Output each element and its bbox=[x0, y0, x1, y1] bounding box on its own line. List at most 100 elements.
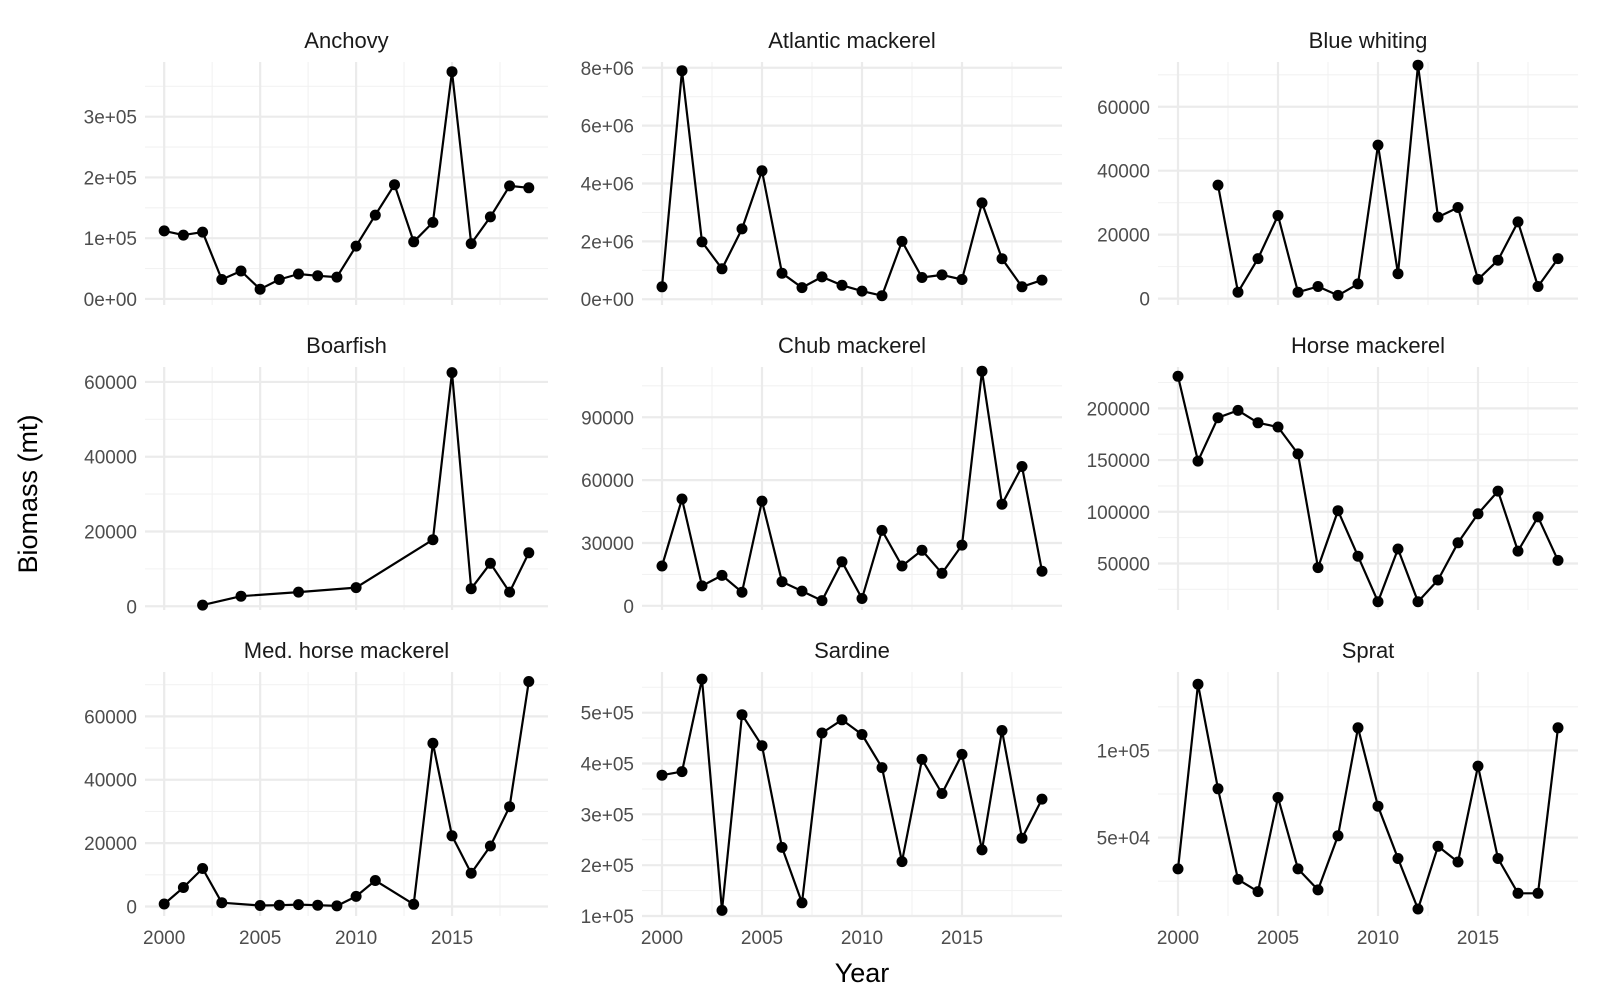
data-point bbox=[1036, 793, 1048, 805]
data-point bbox=[1552, 554, 1564, 566]
series-line bbox=[660, 370, 1044, 602]
facet-panel: 1e+05 2e+05 3e+05 4e+05 5e+05 2000 2005 2010 201… bbox=[581, 638, 1062, 949]
data-point bbox=[1212, 412, 1224, 424]
data-point bbox=[484, 557, 496, 569]
data-point bbox=[1312, 884, 1324, 896]
data-point bbox=[796, 897, 808, 909]
data-point bbox=[696, 236, 708, 248]
x-tick-label: 2010 bbox=[335, 928, 377, 949]
data-point bbox=[1016, 832, 1028, 844]
data-point bbox=[1016, 281, 1028, 293]
data-point bbox=[1392, 853, 1404, 864]
data-point bbox=[293, 586, 304, 598]
y-tick-label: 0 bbox=[126, 897, 137, 918]
y-tick-label: 8e+06 bbox=[581, 59, 634, 80]
series-line bbox=[1216, 64, 1559, 297]
data-point bbox=[427, 216, 439, 228]
y-tick-label: 90000 bbox=[581, 408, 634, 429]
y-tick-label: 40000 bbox=[84, 448, 137, 469]
data-point bbox=[676, 766, 688, 778]
data-point bbox=[1252, 417, 1264, 429]
data-point bbox=[1452, 202, 1464, 213]
y-tick-label: 0 bbox=[126, 597, 137, 618]
y-tick-label: 6e+06 bbox=[581, 117, 634, 138]
data-point bbox=[216, 897, 228, 909]
data-point bbox=[756, 740, 768, 752]
data-point bbox=[956, 274, 968, 285]
y-axis-title: Biomass (mt) bbox=[13, 414, 43, 573]
data-point bbox=[1252, 886, 1264, 898]
data-point bbox=[1292, 448, 1304, 460]
data-point bbox=[1332, 830, 1344, 842]
data-point bbox=[896, 856, 908, 868]
data-point bbox=[836, 556, 848, 568]
x-tick-label: 2015 bbox=[1457, 928, 1499, 949]
data-point bbox=[676, 493, 688, 505]
data-point bbox=[504, 180, 516, 192]
data-point bbox=[158, 225, 170, 237]
data-point bbox=[876, 290, 888, 302]
data-point bbox=[1292, 863, 1304, 875]
data-point bbox=[273, 899, 285, 911]
data-point bbox=[696, 673, 708, 685]
y-tick-label: 30000 bbox=[581, 534, 634, 555]
facet-title: Chub mackerel bbox=[778, 333, 926, 358]
x-tick-label: 2015 bbox=[431, 928, 473, 949]
data-point bbox=[465, 583, 477, 595]
x-tick-label: 2010 bbox=[841, 928, 883, 949]
y-tick-label: 4e+06 bbox=[581, 175, 634, 196]
series-line bbox=[202, 371, 530, 607]
data-point bbox=[1372, 139, 1384, 151]
data-point bbox=[956, 539, 968, 551]
data-point bbox=[736, 709, 748, 721]
data-point bbox=[1532, 511, 1544, 523]
series-line bbox=[163, 681, 530, 908]
data-point bbox=[876, 524, 888, 536]
y-tick-label: 2e+05 bbox=[581, 856, 634, 877]
facet-panel: 0e+00 1e+05 2e+05 3e+05 Anchovy bbox=[84, 28, 548, 311]
x-tick-label: 2005 bbox=[741, 928, 783, 949]
data-point bbox=[350, 240, 362, 252]
data-point bbox=[427, 534, 439, 546]
data-point bbox=[446, 66, 458, 78]
data-point bbox=[1232, 873, 1244, 885]
y-tick-label: 2e+05 bbox=[84, 168, 137, 189]
data-point bbox=[331, 271, 343, 283]
data-point bbox=[312, 270, 324, 282]
data-point bbox=[312, 899, 324, 911]
data-point bbox=[1312, 562, 1324, 574]
data-point bbox=[350, 890, 362, 902]
data-point bbox=[1372, 596, 1384, 608]
data-point bbox=[1452, 537, 1464, 549]
series-line bbox=[163, 70, 529, 291]
y-tick-label: 50000 bbox=[1097, 554, 1150, 575]
facet-title: Sprat bbox=[1342, 638, 1395, 663]
data-point bbox=[504, 586, 516, 598]
data-point bbox=[446, 830, 458, 842]
data-point bbox=[1512, 887, 1524, 899]
y-tick-label: 5e+05 bbox=[581, 704, 634, 725]
y-tick-label: 60000 bbox=[84, 707, 137, 728]
data-point bbox=[856, 285, 868, 297]
data-point bbox=[1332, 289, 1344, 301]
data-point bbox=[1452, 856, 1464, 868]
data-point bbox=[676, 65, 688, 77]
data-point bbox=[916, 753, 928, 765]
data-point bbox=[1492, 853, 1504, 864]
y-tick-label: 3e+05 bbox=[84, 108, 137, 129]
data-point bbox=[816, 595, 828, 607]
data-point bbox=[1372, 800, 1384, 812]
data-point bbox=[756, 495, 768, 507]
data-point bbox=[523, 182, 535, 194]
data-point bbox=[293, 899, 304, 911]
data-point bbox=[936, 567, 948, 579]
y-tick-label: 40000 bbox=[84, 771, 137, 792]
data-point bbox=[796, 585, 808, 597]
data-point bbox=[736, 223, 748, 235]
data-point bbox=[1232, 286, 1244, 298]
data-point bbox=[1432, 211, 1444, 223]
data-point bbox=[254, 283, 266, 295]
data-point bbox=[1552, 253, 1564, 265]
data-point bbox=[756, 165, 768, 177]
data-point bbox=[293, 268, 304, 280]
